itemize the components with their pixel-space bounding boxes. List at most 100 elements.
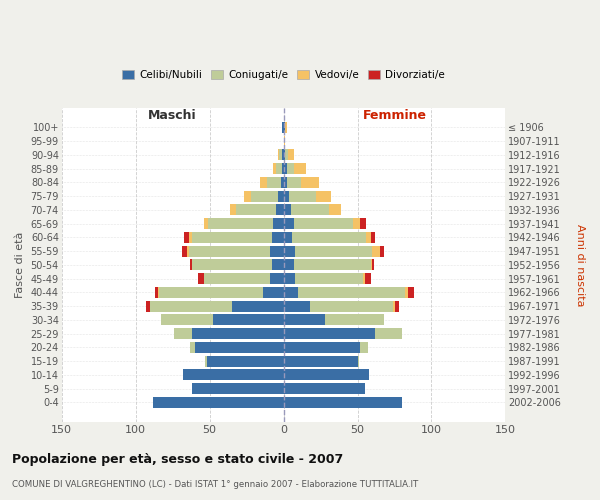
- Bar: [158, 287, 160, 298]
- Bar: [273, 163, 276, 174]
- Bar: [190, 342, 195, 353]
- Bar: [284, 232, 292, 243]
- Bar: [282, 163, 284, 174]
- Bar: [284, 150, 285, 160]
- Bar: [295, 246, 373, 256]
- Bar: [187, 246, 189, 256]
- Bar: [289, 190, 316, 202]
- Bar: [212, 314, 284, 326]
- Bar: [276, 204, 284, 216]
- Bar: [282, 150, 284, 160]
- Bar: [208, 218, 273, 229]
- Bar: [298, 287, 405, 298]
- Bar: [276, 163, 282, 174]
- Bar: [361, 342, 368, 353]
- Bar: [375, 328, 402, 339]
- Text: Popolazione per età, sesso e stato civile - 2007: Popolazione per età, sesso e stato civil…: [12, 452, 343, 466]
- Bar: [284, 260, 294, 270]
- Bar: [329, 204, 341, 216]
- Bar: [284, 300, 310, 312]
- Bar: [198, 273, 204, 284]
- Bar: [294, 218, 353, 229]
- Bar: [284, 136, 285, 146]
- Bar: [284, 218, 294, 229]
- Bar: [273, 218, 284, 229]
- Bar: [270, 246, 284, 256]
- Bar: [270, 273, 284, 284]
- Legend: Celibi/Nubili, Coniugati/e, Vedovi/e, Divorziati/e: Celibi/Nubili, Coniugati/e, Vedovi/e, Di…: [118, 66, 449, 84]
- Bar: [405, 287, 408, 298]
- Bar: [371, 232, 375, 243]
- Y-axis label: Anni di nascita: Anni di nascita: [575, 224, 585, 306]
- Bar: [189, 232, 192, 243]
- Bar: [281, 177, 284, 188]
- Bar: [310, 300, 393, 312]
- Y-axis label: Fasce di età: Fasce di età: [15, 232, 25, 298]
- Bar: [393, 300, 395, 312]
- Bar: [284, 273, 295, 284]
- Bar: [279, 150, 282, 160]
- Bar: [174, 328, 192, 339]
- Bar: [294, 163, 306, 174]
- Bar: [268, 177, 281, 188]
- Bar: [232, 300, 284, 312]
- Bar: [284, 314, 325, 326]
- Bar: [373, 260, 374, 270]
- Bar: [285, 122, 287, 133]
- Bar: [284, 356, 358, 366]
- Bar: [380, 246, 384, 256]
- Bar: [206, 356, 284, 366]
- Bar: [294, 260, 371, 270]
- Bar: [189, 246, 270, 256]
- Bar: [284, 328, 375, 339]
- Bar: [367, 232, 371, 243]
- Bar: [284, 370, 370, 380]
- Bar: [365, 273, 371, 284]
- Bar: [192, 232, 272, 243]
- Bar: [364, 273, 365, 284]
- Bar: [205, 356, 206, 366]
- Bar: [292, 232, 367, 243]
- Bar: [154, 397, 284, 408]
- Bar: [373, 246, 380, 256]
- Bar: [146, 300, 151, 312]
- Bar: [291, 204, 329, 216]
- Bar: [251, 190, 278, 202]
- Bar: [284, 383, 365, 394]
- Bar: [192, 383, 284, 394]
- Bar: [278, 190, 284, 202]
- Bar: [408, 287, 414, 298]
- Bar: [395, 300, 399, 312]
- Text: Femmine: Femmine: [362, 109, 427, 122]
- Bar: [325, 314, 384, 326]
- Bar: [284, 246, 295, 256]
- Text: COMUNE DI VALGREGHENTINO (LC) - Dati ISTAT 1° gennaio 2007 - Elaborazione TUTTIT: COMUNE DI VALGREGHENTINO (LC) - Dati IST…: [12, 480, 418, 489]
- Bar: [284, 397, 402, 408]
- Bar: [284, 190, 289, 202]
- Bar: [272, 260, 284, 270]
- Bar: [278, 150, 279, 160]
- Bar: [204, 218, 208, 229]
- Bar: [295, 273, 364, 284]
- Bar: [287, 163, 294, 174]
- Bar: [371, 260, 373, 270]
- Bar: [272, 232, 284, 243]
- Bar: [316, 190, 331, 202]
- Bar: [361, 218, 367, 229]
- Bar: [284, 122, 285, 133]
- Bar: [284, 163, 287, 174]
- Bar: [236, 204, 276, 216]
- Bar: [192, 260, 272, 270]
- Bar: [161, 314, 212, 326]
- Bar: [204, 273, 270, 284]
- Bar: [287, 177, 301, 188]
- Bar: [183, 370, 284, 380]
- Bar: [288, 150, 294, 160]
- Bar: [358, 356, 359, 366]
- Bar: [182, 246, 187, 256]
- Bar: [284, 342, 361, 353]
- Bar: [190, 260, 192, 270]
- Bar: [151, 300, 232, 312]
- Text: Maschi: Maschi: [148, 109, 197, 122]
- Bar: [244, 190, 251, 202]
